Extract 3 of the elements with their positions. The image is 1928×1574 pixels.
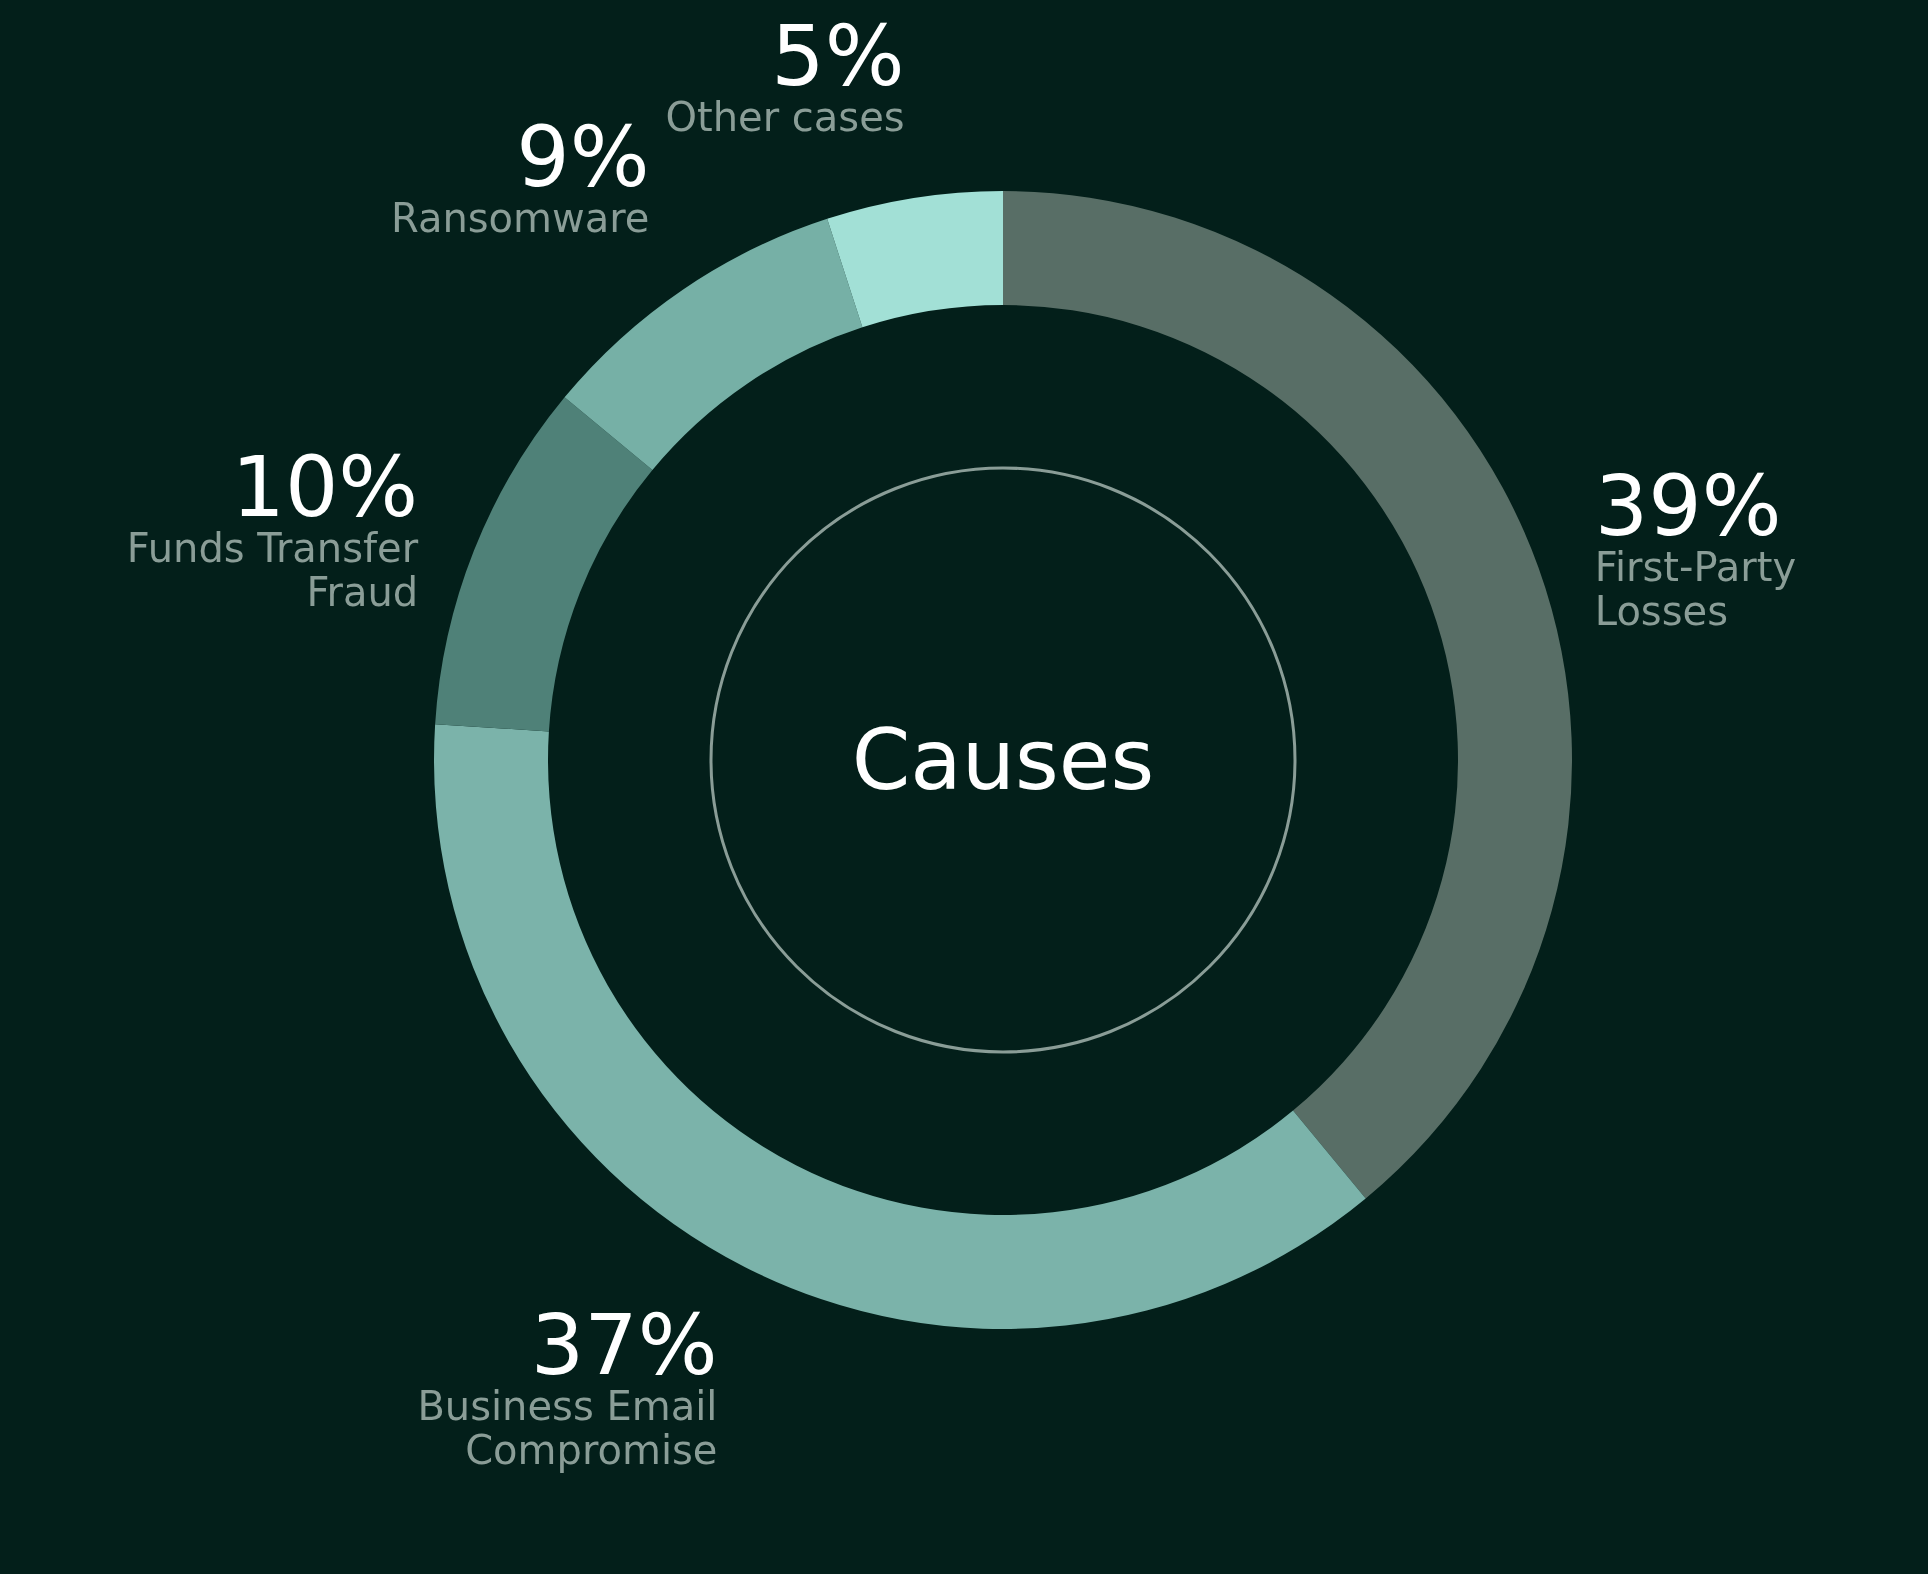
donut-slice <box>435 397 653 732</box>
text: Causes <box>851 711 1155 810</box>
donut-slice <box>827 191 1003 328</box>
